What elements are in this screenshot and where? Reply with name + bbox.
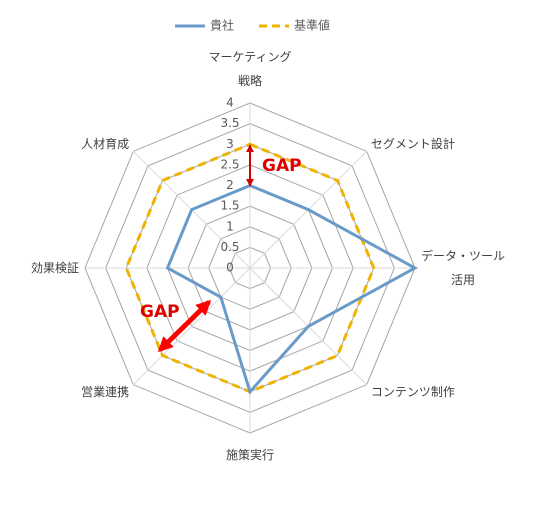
legend-label: 貴社 <box>210 18 234 33</box>
tick-label: 0 <box>226 261 234 275</box>
series-line <box>165 183 419 395</box>
tick-label: 3.5 <box>220 116 239 130</box>
gap-label: GAP <box>262 156 302 176</box>
category-label: セグメント設計 <box>370 137 455 152</box>
tick-label: 0.5 <box>220 240 239 254</box>
tick-label: 1 <box>226 219 234 233</box>
category-label: 営業連携 <box>81 384 130 399</box>
legend-label: 基準値 <box>294 18 330 33</box>
category-label: マーケティング 戦略 <box>208 50 292 88</box>
gap-label: GAP <box>140 302 180 322</box>
tick-label: 3 <box>226 137 234 151</box>
category-label: データ・ツール 活用 <box>421 249 506 287</box>
tick-label: 2.5 <box>220 157 239 171</box>
category-label: コンテンツ制作 <box>370 384 455 399</box>
category-label: 効果検証 <box>30 261 79 275</box>
gap-arrow <box>157 299 212 353</box>
tick-label: 1.5 <box>220 199 239 213</box>
tick-label: 2 <box>226 178 234 192</box>
category-label: 人材育成 <box>81 137 130 152</box>
tick-label: 4 <box>226 96 234 110</box>
category-label: 施策実行 <box>225 448 275 462</box>
